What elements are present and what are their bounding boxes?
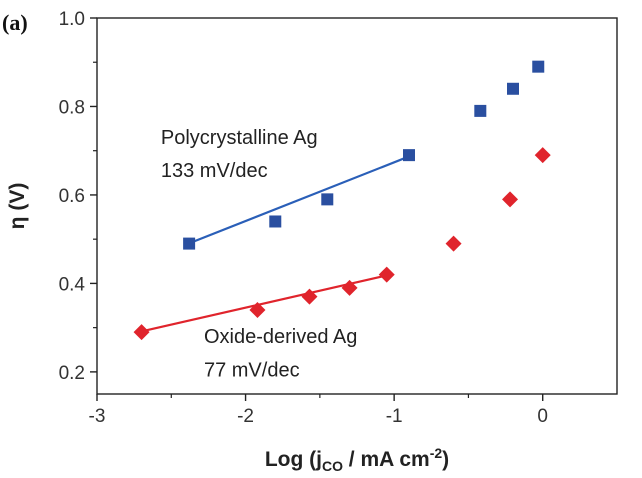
data-point-diamond — [301, 288, 318, 305]
data-point-square — [183, 237, 196, 250]
data-point-square — [321, 193, 334, 206]
annotation: Polycrystalline Ag — [161, 127, 318, 149]
y-tick-label: 0.4 — [59, 274, 86, 295]
panel-label: (a) — [2, 10, 28, 35]
x-axis-title-main: Log (j — [265, 448, 322, 471]
x-axis-title: Log (jCO / mA cm-2) — [265, 445, 449, 474]
data-point-square — [474, 104, 487, 117]
fit-line-0 — [185, 155, 410, 246]
x-tick-label: -1 — [386, 406, 403, 427]
data-point-diamond — [534, 147, 551, 164]
data-point-diamond — [445, 235, 462, 252]
data-point-diamond — [133, 324, 150, 341]
x-tick-label: -2 — [237, 406, 254, 427]
data-point-diamond — [341, 279, 358, 296]
x-axis-title-superscript: -2 — [430, 445, 443, 461]
y-tick-label: 0.6 — [59, 186, 85, 207]
x-axis-title-suffix: / mA cm — [343, 448, 430, 471]
x-tick-label: 0 — [537, 406, 548, 427]
y-tick-label: 0.2 — [59, 363, 85, 384]
x-tick-label: -3 — [89, 406, 106, 427]
y-tick-label: 0.8 — [59, 97, 85, 118]
annotation: Oxide-derived Ag — [204, 326, 357, 348]
fit-lines — [138, 155, 410, 334]
data-point-square — [269, 215, 282, 228]
data-point-diamond — [249, 301, 266, 318]
annotations: Polycrystalline Ag 133 mV/dec Oxide-derive… — [161, 127, 358, 381]
x-axis-title-close: ) — [442, 448, 449, 471]
x-axis: -3 -2 -1 0 — [89, 394, 548, 427]
y-tick-label: 1.0 — [59, 9, 85, 30]
data-point-square — [403, 149, 415, 162]
annotation: 133 mV/dec — [161, 160, 268, 182]
data-point-square — [507, 82, 519, 95]
x-axis-title-subscript: CO — [322, 458, 343, 474]
data-points — [133, 60, 551, 341]
data-point-diamond — [378, 266, 395, 283]
y-axis: 0.2 0.4 0.6 0.8 1.0 — [59, 9, 97, 384]
data-point-diamond — [502, 191, 519, 208]
y-axis-title: η (V) — [6, 183, 29, 230]
plot-frame — [96, 17, 618, 395]
annotation: 77 mV/dec — [204, 359, 300, 381]
data-point-square — [532, 60, 545, 73]
